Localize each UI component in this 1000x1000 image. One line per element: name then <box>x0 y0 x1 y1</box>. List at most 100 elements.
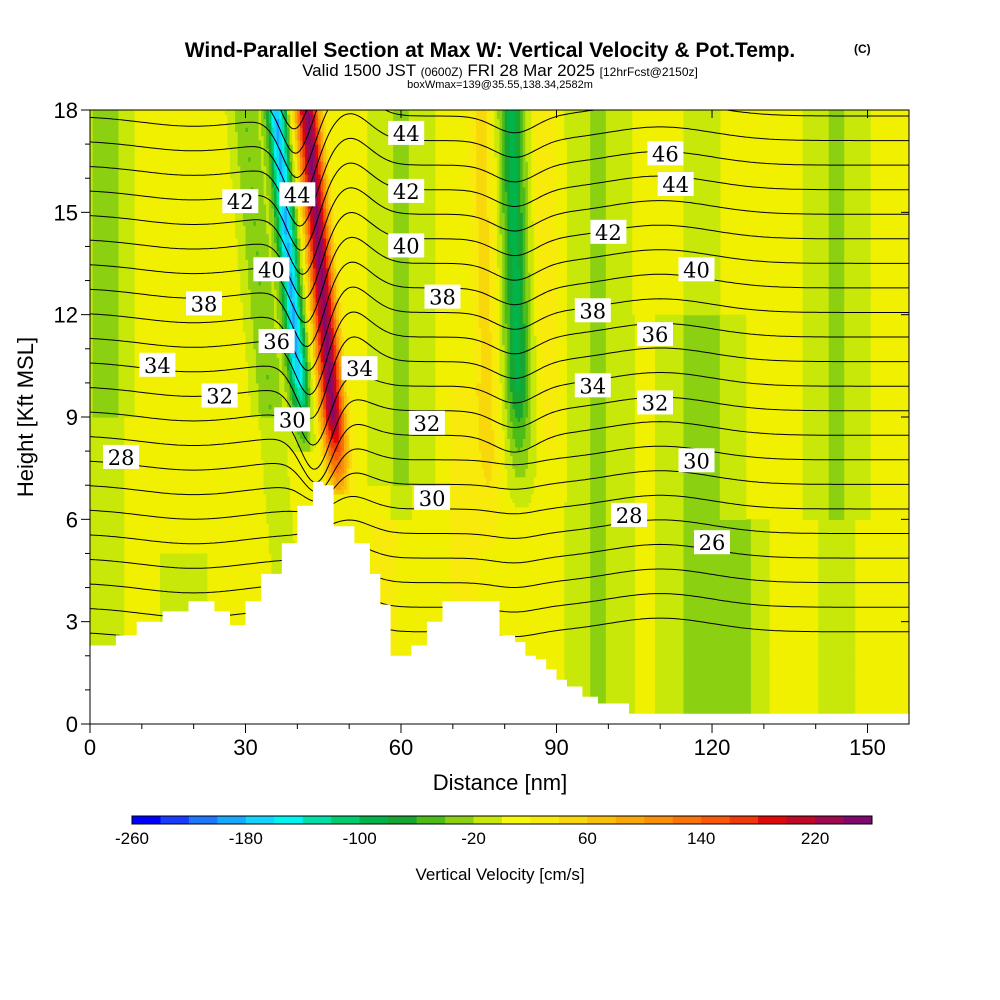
velocity-cell <box>471 199 477 205</box>
velocity-cell <box>509 412 516 418</box>
velocity-cell <box>372 583 397 589</box>
velocity-cell <box>504 446 511 452</box>
velocity-cell <box>297 391 304 397</box>
velocity-cell <box>279 225 283 230</box>
velocity-cell <box>310 297 314 303</box>
velocity-cell <box>320 391 324 397</box>
velocity-cell <box>605 169 633 175</box>
velocity-cell <box>271 233 275 239</box>
velocity-cell <box>683 566 752 572</box>
velocity-cell <box>325 267 330 273</box>
velocity-cell <box>331 374 335 380</box>
velocity-cell <box>393 361 410 367</box>
velocity-cell <box>302 318 306 324</box>
velocity-cell <box>802 293 830 299</box>
velocity-cell <box>297 233 301 239</box>
velocity-cell <box>90 387 94 393</box>
velocity-cell <box>344 340 348 346</box>
velocity-cell <box>323 434 327 439</box>
velocity-cell <box>90 404 94 410</box>
velocity-cell <box>323 451 327 456</box>
velocity-cell <box>328 267 332 273</box>
velocity-cell <box>328 336 332 341</box>
velocity-cell <box>802 404 830 410</box>
velocity-cell <box>292 208 296 213</box>
velocity-cell <box>287 156 291 162</box>
velocity-cell <box>338 336 342 341</box>
velocity-cell <box>263 481 291 486</box>
velocity-cell <box>253 220 257 226</box>
velocity-cell <box>118 208 135 213</box>
velocity-cell <box>450 399 480 405</box>
velocity-cell <box>818 711 856 717</box>
velocity-cell <box>274 237 278 243</box>
velocity-cell <box>528 331 532 337</box>
velocity-cell <box>655 365 685 371</box>
velocity-cell <box>844 340 871 346</box>
velocity-cell <box>520 297 524 303</box>
velocity-cell <box>312 391 317 397</box>
velocity-cell <box>318 391 322 397</box>
velocity-cell <box>566 229 591 235</box>
velocity-cell <box>683 297 721 303</box>
velocity-cell <box>118 199 135 205</box>
velocity-cell <box>818 694 856 700</box>
velocity-cell <box>393 229 410 235</box>
velocity-cell <box>118 331 135 337</box>
velocity-cell <box>509 225 519 230</box>
velocity-cell <box>318 216 322 222</box>
velocity-cell <box>590 267 607 273</box>
velocity-cell <box>315 255 319 260</box>
velocity-cell <box>802 498 830 503</box>
velocity-cell <box>344 336 348 341</box>
velocity-cell <box>315 272 319 277</box>
velocity-cell <box>310 348 314 354</box>
velocity-cell <box>237 255 247 260</box>
velocity-cell <box>512 348 521 354</box>
velocity-cell <box>261 429 296 435</box>
velocity-cell <box>315 250 319 256</box>
velocity-cell <box>828 169 845 175</box>
velocity-cell <box>305 344 309 350</box>
velocity-cell <box>281 233 285 239</box>
velocity-cell <box>268 174 272 179</box>
velocity-cell <box>828 412 845 418</box>
velocity-cell <box>281 246 285 252</box>
velocity-cell <box>818 570 856 576</box>
velocity-cell <box>564 544 591 550</box>
velocity-cell <box>90 472 125 478</box>
velocity-cell <box>284 361 288 367</box>
velocity-cell <box>276 174 280 179</box>
velocity-cell <box>566 250 591 256</box>
velocity-cell <box>476 387 493 393</box>
velocity-cell <box>292 289 296 294</box>
velocity-cell <box>331 344 335 350</box>
velocity-cell <box>242 310 252 316</box>
velocity-cell <box>564 570 591 576</box>
velocity-cell <box>276 306 283 311</box>
velocity-cell <box>590 468 607 474</box>
velocity-cell <box>268 148 272 154</box>
velocity-cell <box>489 263 495 269</box>
velocity-cell <box>118 139 135 145</box>
velocity-cell <box>318 135 322 141</box>
velocity-cell <box>605 617 635 623</box>
velocity-cell <box>281 301 285 307</box>
velocity-cell <box>90 353 94 358</box>
velocity-cell <box>328 174 335 179</box>
velocity-cell <box>522 165 529 171</box>
velocity-cell <box>655 523 685 529</box>
velocity-cell <box>476 391 493 397</box>
velocity-cell <box>279 318 283 324</box>
velocity-cell <box>346 476 350 482</box>
velocity-cell <box>590 574 607 580</box>
velocity-cell <box>333 233 340 239</box>
velocity-cell <box>279 216 283 222</box>
velocity-cell <box>564 634 591 640</box>
velocity-cell <box>336 421 340 427</box>
velocity-cell <box>328 344 332 350</box>
velocity-cell <box>504 233 508 239</box>
velocity-cell <box>338 442 342 448</box>
velocity-cell <box>512 340 521 346</box>
velocity-cell <box>325 323 330 329</box>
